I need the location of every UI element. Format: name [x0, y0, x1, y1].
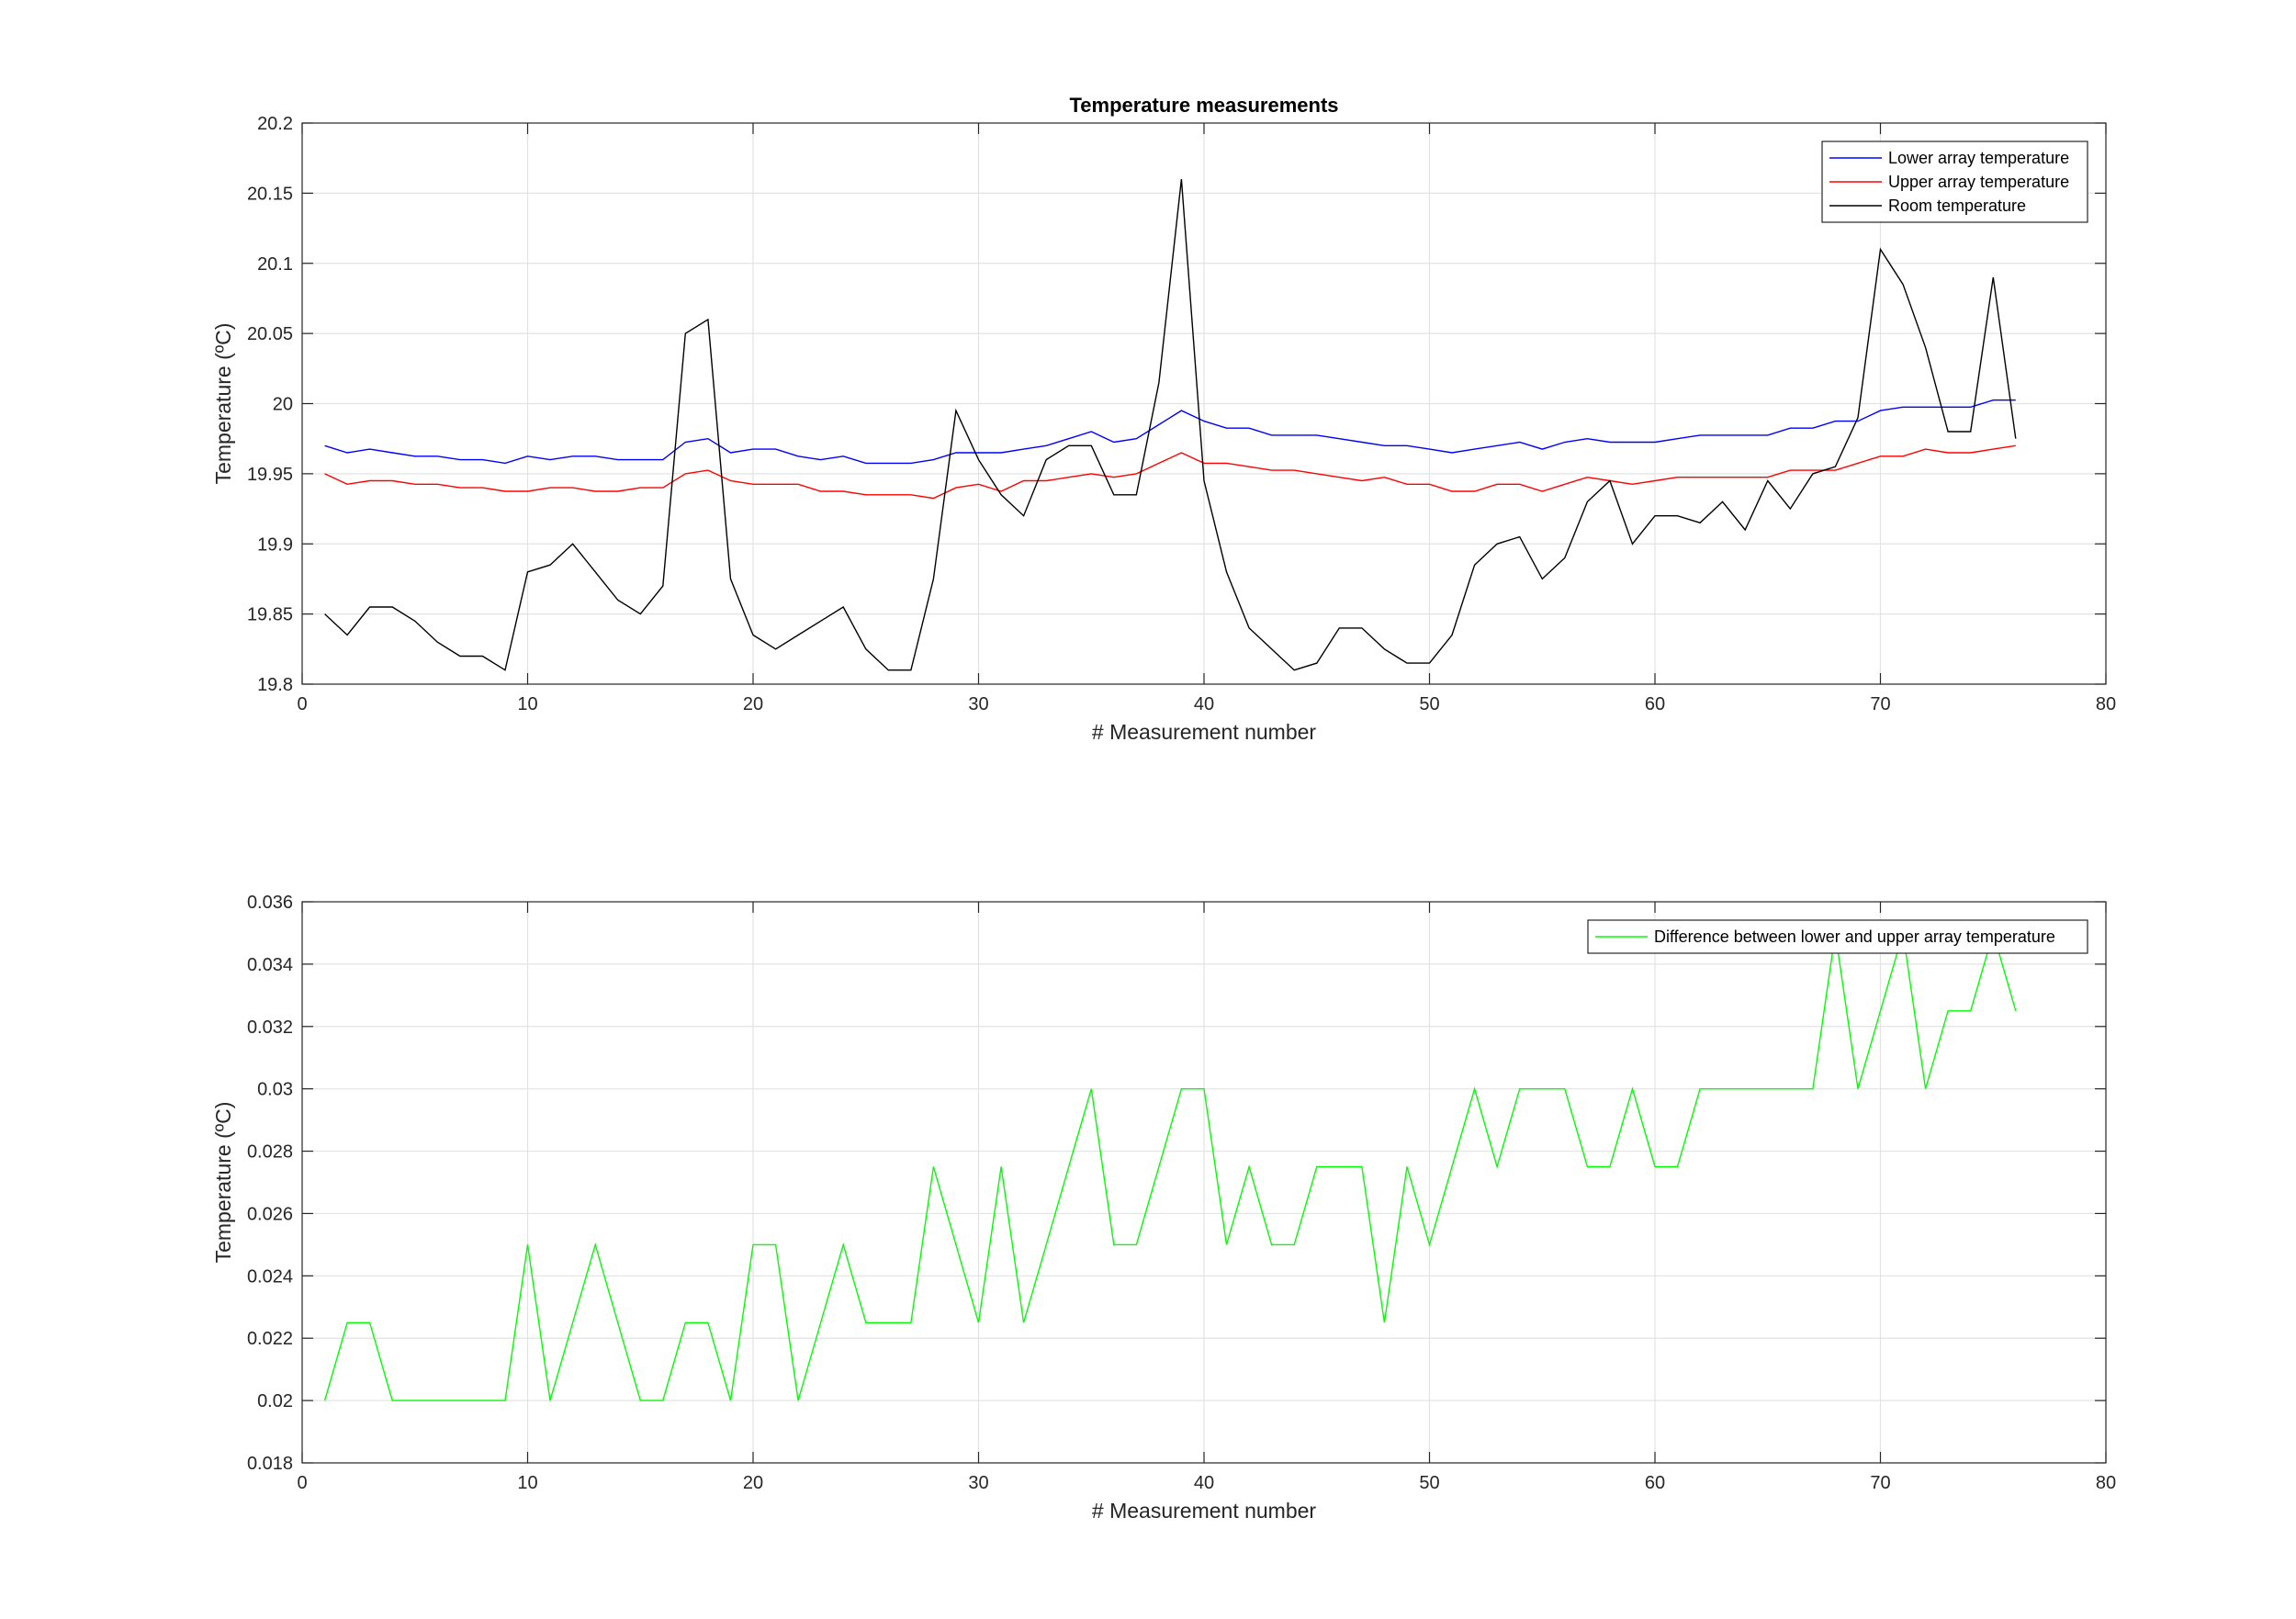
x-ticks: 0 10 20 30 40 50 60 70 80: [297, 902, 2116, 1493]
y-tick-label: 0.036: [247, 893, 293, 913]
x-tick-label: 80: [2096, 1473, 2116, 1493]
legend-entry: Difference between lower and upper array…: [1654, 928, 2055, 946]
series-lines: [323, 930, 2017, 1401]
series-line-upper-array-temperature: [324, 444, 2016, 500]
grid-lines: [302, 902, 2106, 1463]
chart-title: Temperature measurements: [1069, 94, 1338, 117]
x-tick-label: 60: [1645, 694, 1665, 714]
y-tick-label: 0.028: [247, 1142, 293, 1163]
y-tick-label: 20.15: [247, 184, 293, 204]
x-tick-label: 10: [517, 694, 537, 714]
x-tick-label: 80: [2096, 694, 2116, 714]
y-tick-label: 0.026: [247, 1204, 293, 1224]
x-tick-label: 30: [968, 1473, 988, 1493]
y-axis-label: Temperature (ºC): [211, 323, 235, 485]
x-tick-label: 30: [968, 694, 988, 714]
legend-box: [1587, 919, 2088, 954]
series-line-lower-array-temperature: [324, 399, 2016, 465]
x-tick-label: 10: [517, 1473, 537, 1493]
x-tick-label: 20: [743, 1473, 763, 1493]
y-tick-label: 19.85: [247, 605, 293, 625]
x-tick-label: 70: [1870, 1473, 1890, 1493]
grid-lines: [302, 123, 2106, 684]
y-tick-label: 20.1: [257, 254, 293, 275]
y-tick-label: 0.022: [247, 1329, 293, 1349]
series-line-room-temperature: [324, 179, 2017, 671]
legend-entry: Upper array temperature: [1888, 173, 2069, 191]
x-axis-label: # Measurement number: [1092, 720, 1317, 744]
x-tick-label: 60: [1645, 1473, 1665, 1493]
legend: Difference between lower and upper array…: [1587, 919, 2088, 954]
y-tick-label: 19.95: [247, 465, 293, 485]
legend: Lower array temperature Upper array tempe…: [1821, 141, 2088, 223]
y-tick-label: 20.2: [257, 114, 293, 134]
x-axis-label: # Measurement number: [1092, 1499, 1317, 1523]
x-tick-label: 20: [743, 694, 763, 714]
x-tick-label: 40: [1194, 694, 1214, 714]
y-tick-label: 19.9: [257, 534, 293, 555]
y-tick-label: 0.034: [247, 955, 293, 975]
legend-entry: Lower array temperature: [1888, 149, 2069, 167]
y-ticks: 0.018 0.02 0.022 0.024 0.026 0.028 0.03 0.032 0.…: [247, 893, 2106, 1474]
x-tick-label: 50: [1419, 694, 1439, 714]
y-tick-label: 0.018: [247, 1454, 293, 1474]
y-tick-label: 0.03: [257, 1080, 293, 1100]
temperature-difference-chart: 0 10 20 30 40 50 60 70 80 0.0180.020.0220.0240.0…: [211, 893, 2116, 1523]
y-tick-label: 20: [273, 395, 293, 415]
x-tick-label: 0: [297, 694, 307, 714]
y-ticks: 19.8 19.85 19.9 19.95 20 20.05 20.1 20.15 20.2: [247, 114, 2106, 695]
x-ticks: 0 10 20 30 40 50 60 70 80: [297, 123, 2116, 714]
y-tick-label: 19.8: [257, 675, 293, 695]
series-lines: [324, 179, 2017, 671]
x-tick-label: 70: [1870, 694, 1890, 714]
y-tick-label: 0.02: [257, 1391, 293, 1411]
temperature-measurements-chart: 0 10 20 30 40 50 60 70 80 19.8 19.85 19.9 19.95 20 20…: [211, 94, 2116, 744]
legend-entry: Room temperature: [1888, 197, 2026, 215]
y-tick-label: 0.032: [247, 1017, 293, 1038]
y-axis-label: Temperature (ºC): [211, 1102, 235, 1264]
series-line-difference-between-lower-and-upper-array-temperature: [323, 930, 2017, 1401]
x-tick-label: 40: [1194, 1473, 1214, 1493]
x-tick-label: 50: [1419, 1473, 1439, 1493]
x-tick-label: 0: [297, 1473, 307, 1493]
y-tick-label: 0.024: [247, 1266, 293, 1287]
y-tick-label: 20.05: [247, 324, 293, 344]
